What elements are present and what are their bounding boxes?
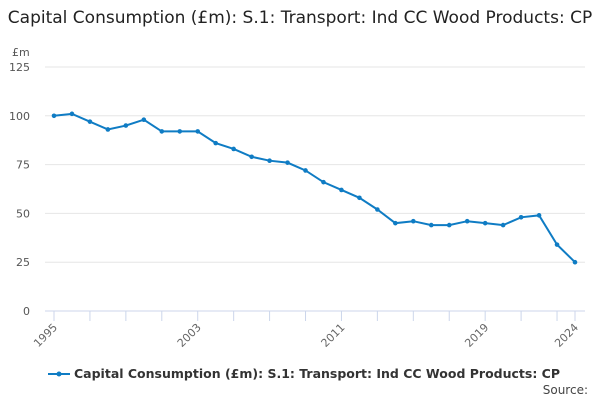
data-point [213, 140, 218, 146]
y-tick-label: 50 [16, 207, 30, 220]
data-point [249, 154, 254, 160]
data-point [69, 111, 75, 117]
legend-label: Capital Consumption (£m): S.1: Transport… [74, 366, 561, 381]
data-point [285, 160, 290, 165]
data-point [195, 129, 201, 134]
data-point [393, 220, 398, 226]
data-point [446, 222, 452, 228]
data-point [500, 222, 506, 228]
data-point [375, 207, 380, 212]
x-tick-label: 2003 [175, 321, 204, 350]
y-axis-label: £m [12, 46, 30, 59]
y-tick-label: 125 [9, 61, 30, 74]
legend[interactable]: Capital Consumption (£m): S.1: Transport… [48, 366, 560, 381]
x-tick-label: 1995 [31, 321, 60, 350]
data-point [536, 213, 542, 218]
data-point [572, 259, 578, 265]
data-point [159, 129, 165, 134]
data-point [231, 146, 236, 152]
x-tick-label: 2024 [552, 321, 581, 350]
data-point [518, 215, 524, 220]
data-point [411, 218, 416, 224]
data-point [464, 218, 470, 224]
data-point [339, 187, 344, 193]
data-point [87, 119, 93, 124]
data-point [141, 117, 147, 123]
data-point [357, 195, 362, 201]
data-point [123, 123, 129, 128]
source-label: Source: [542, 383, 588, 397]
y-tick-label: 25 [16, 256, 30, 269]
data-point [51, 113, 57, 119]
data-point [303, 168, 308, 173]
x-tick-label: 2019 [462, 321, 491, 350]
data-point [554, 242, 560, 247]
y-tick-label: 100 [9, 110, 30, 123]
data-point [177, 129, 183, 134]
series-line [53, 112, 576, 263]
legend-marker [48, 371, 70, 376]
data-point [482, 220, 488, 226]
y-tick-label: 75 [16, 159, 30, 172]
data-point [321, 179, 326, 185]
data-point [267, 158, 272, 163]
x-tick-label: 2011 [319, 321, 348, 350]
data-point [105, 127, 111, 132]
y-tick-label: 0 [23, 305, 30, 318]
data-point [428, 222, 434, 228]
chart-title: Capital Consumption (£m): S.1: Transport… [7, 8, 593, 28]
